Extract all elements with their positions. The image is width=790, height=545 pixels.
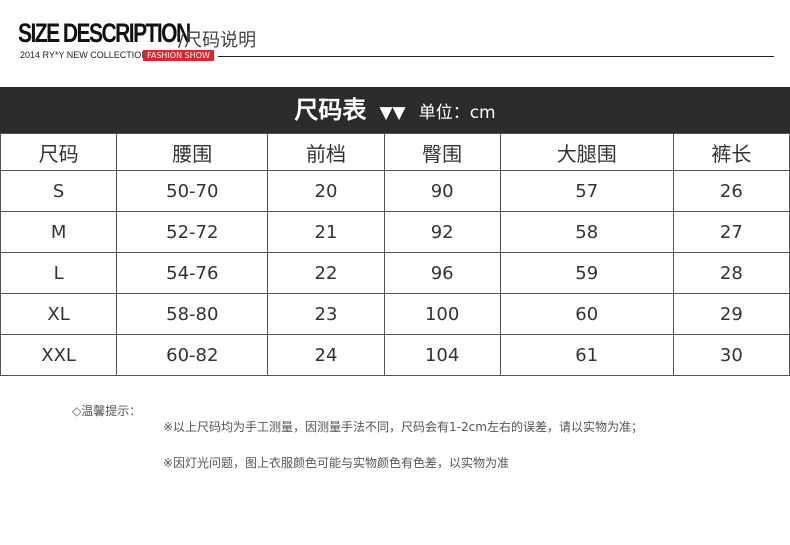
table-cell: 60-82	[116, 334, 269, 376]
fashion-show-badge: FASHION SHOW	[143, 50, 214, 61]
brand-subtitle: /尺码说明	[178, 30, 257, 51]
table-cell: 20	[267, 170, 385, 212]
table-cell: 58	[499, 211, 674, 253]
table-cell: 腰围	[116, 133, 269, 171]
divider	[218, 56, 774, 57]
table-cell: 30	[672, 334, 790, 376]
table-cell: L	[0, 252, 118, 294]
brand-title: SIZE DESCRIPTION	[18, 18, 191, 48]
table-row: XXL 60-82 24 104 61 30	[0, 334, 790, 376]
table-cell: 裤长	[672, 133, 790, 171]
table-row: XL 58-80 23 100 60 29	[0, 293, 790, 335]
table-title: 尺码表	[294, 96, 367, 124]
unit-label: 单位：cm	[418, 103, 496, 123]
table-row: S 50-70 20 90 57 26	[0, 170, 790, 212]
table-header-row: 尺码 腰围 前档 臀围 大腿围 裤长	[0, 133, 790, 171]
table-cell: XXL	[0, 334, 118, 376]
table-cell: 23	[267, 293, 385, 335]
arrow-down-icon: ▼▼	[379, 103, 406, 123]
tagline: 2014 RY*Y NEW COLLECTION	[20, 50, 148, 60]
size-table: 尺码 腰围 前档 臀围 大腿围 裤长 S 50-70 20 90 57 26 M 52-72 21 92 58 2…	[0, 133, 790, 376]
tips-label: ◇温馨提示：	[72, 404, 142, 418]
table-row: M 52-72 21 92 58 27	[0, 211, 790, 253]
table-cell: 27	[672, 211, 790, 253]
table-cell: 96	[383, 252, 501, 294]
table-cell: 54-76	[116, 252, 269, 294]
table-cell: 尺码	[0, 133, 118, 171]
brand-header: SIZE DESCRIPTION /尺码说明	[18, 18, 256, 51]
table-cell: 22	[267, 252, 385, 294]
table-cell: 50-70	[116, 170, 269, 212]
table-cell: 57	[499, 170, 674, 212]
table-cell: 26	[672, 170, 790, 212]
table-cell: XL	[0, 293, 118, 335]
table-cell: 24	[267, 334, 385, 376]
table-cell: 28	[672, 252, 790, 294]
table-cell: 60	[499, 293, 674, 335]
table-cell: 21	[267, 211, 385, 253]
note: ※以上尺码均为手工测量，因测量手法不同，尺码会有1-2cm左右的误差，请以实物为…	[163, 420, 643, 434]
table-cell: 100	[383, 293, 501, 335]
table-cell: 61	[499, 334, 674, 376]
table-cell: 90	[383, 170, 501, 212]
table-cell: 臀围	[383, 133, 501, 171]
table-cell: 59	[499, 252, 674, 294]
table-row: L 54-76 22 96 59 28	[0, 252, 790, 294]
table-cell: 大腿围	[499, 133, 674, 171]
note: ※因灯光问题，图上衣服颜色可能与实物颜色有色差，以实物为准	[163, 456, 510, 470]
table-cell: 58-80	[116, 293, 269, 335]
table-cell: M	[0, 211, 118, 253]
table-cell: 前档	[267, 133, 385, 171]
table-cell: 52-72	[116, 211, 269, 253]
table-title-bar: 尺码表 ▼▼ 单位：cm	[0, 87, 790, 133]
table-cell: 29	[672, 293, 790, 335]
table-cell: S	[0, 170, 118, 212]
table-cell: 104	[383, 334, 501, 376]
table-cell: 92	[383, 211, 501, 253]
